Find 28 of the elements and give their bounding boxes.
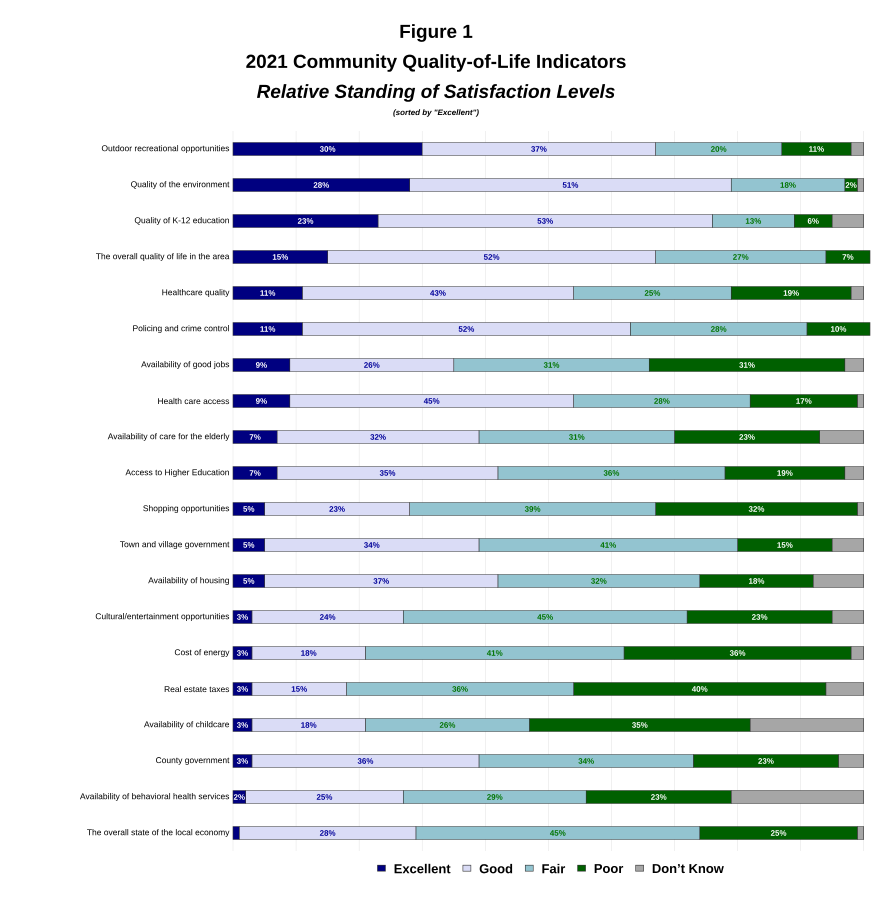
- legend-label: Fair: [542, 864, 566, 874]
- y-tick-label: Quality of the environment: [131, 181, 230, 189]
- y-tick-label: Availability of housing: [148, 577, 229, 585]
- y-tick-label: Health care access: [158, 398, 230, 404]
- y-tick-label: Availability of good jobs: [141, 361, 230, 369]
- y-tick-label: The overall state of the local economy: [87, 829, 230, 837]
- y-tick-label: Availability of care for the elderly: [108, 433, 230, 441]
- y-tick-label: Cost of energy: [174, 649, 230, 657]
- chart-title: Figure 1: [400, 24, 472, 42]
- y-tick-label: Access to Higher Education: [125, 469, 229, 477]
- legend-label: Good: [480, 864, 512, 874]
- y-tick-label: Quality of K-12 education: [134, 217, 229, 225]
- text: Relative Standing of Satisfaction Levels: [256, 84, 615, 102]
- y-tick-label: Town and village government: [120, 541, 230, 549]
- legend-label: Excellent: [394, 864, 450, 874]
- y-tick-label: The overall quality of life in the area: [96, 253, 230, 261]
- y-tick-label: Cultural/entertainment opportunities: [96, 613, 230, 621]
- y-tick-label: Shopping opportunities: [143, 505, 230, 513]
- legend-label: Don’t Know: [652, 864, 724, 874]
- y-tick-label: Availability of childcare: [144, 721, 230, 729]
- chart-subtitle: 2021 Community Quality-of-Life Indicators: [246, 54, 626, 72]
- y-tick-label: Availability of behavioral health services: [80, 793, 230, 801]
- y-tick-label: Outdoor recreational opportunities: [102, 145, 230, 153]
- legend-label: Poor: [594, 864, 624, 874]
- y-tick-label: Real estate taxes: [164, 686, 230, 692]
- y-tick-label: Healthcare quality: [162, 289, 230, 297]
- y-tick-label: County government: [156, 757, 230, 765]
- y-tick-label: Policing and crime control: [133, 325, 229, 333]
